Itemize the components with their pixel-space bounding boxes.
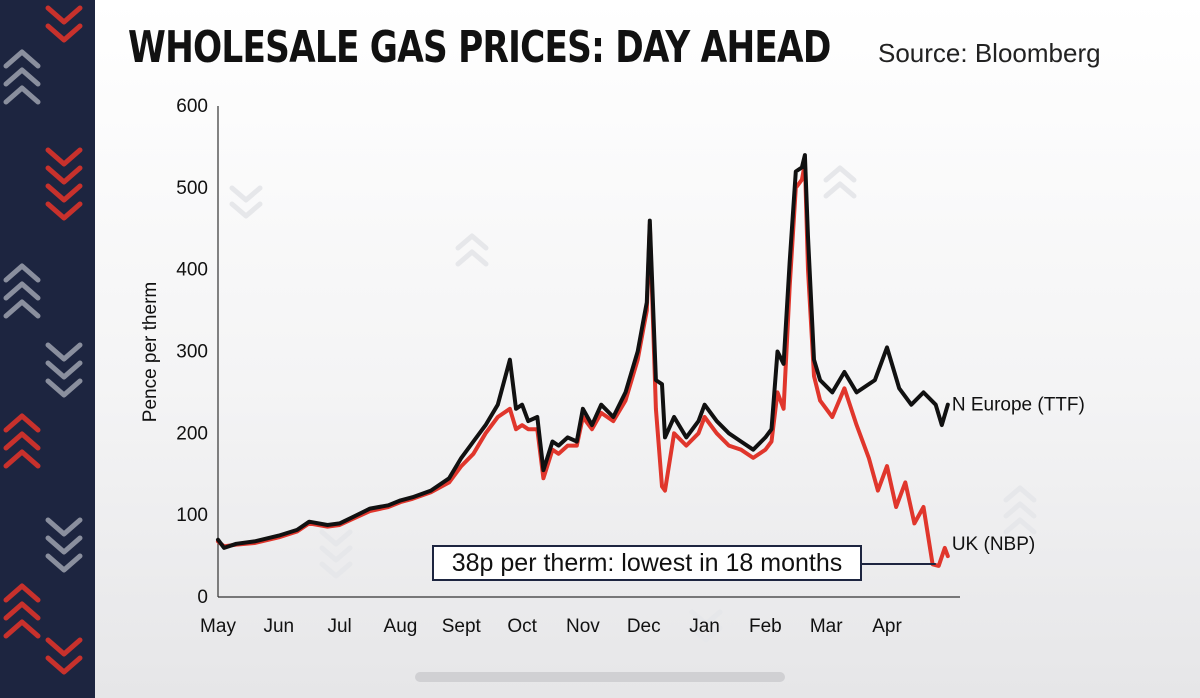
y-axis-label: Pence per therm [140, 282, 161, 422]
y-tick-label: 600 [176, 96, 208, 117]
y-tick-label: 300 [176, 342, 208, 363]
chevron-up-icon [3, 583, 41, 639]
series-label: N Europe (TTF) [952, 395, 1085, 416]
x-tick-label: Sept [442, 616, 482, 637]
chevron-up-icon [3, 263, 41, 319]
y-tick-label: 0 [197, 587, 208, 608]
x-tick-label: Jun [263, 616, 294, 637]
chevron-up-icon [3, 49, 41, 105]
home-indicator [415, 672, 785, 682]
callout-lowest-price: 38p per therm: lowest in 18 months [432, 545, 862, 581]
x-tick-label: Nov [566, 616, 600, 637]
chevron-down-icon [45, 342, 83, 398]
x-tick-label: Feb [749, 616, 782, 637]
y-tick-label: 500 [176, 178, 208, 199]
y-tick-label: 100 [176, 505, 208, 526]
x-tick-label: Apr [872, 616, 902, 637]
chevron-down-icon [45, 637, 83, 675]
chart-title: WHOLESALE GAS PRICES: DAY AHEAD [128, 22, 831, 73]
chevron-down-icon [45, 517, 83, 573]
x-tick-label: Jan [689, 616, 720, 637]
x-tick-label: Aug [384, 616, 418, 637]
chevron-down-icon [45, 5, 83, 43]
chevron-pattern-icon [3, 5, 83, 675]
y-tick-label: 400 [176, 260, 208, 281]
series-line-uk-nbp [216, 161, 950, 568]
background-chevrons [229, 165, 1037, 643]
series-line-n-europe-ttf [216, 153, 950, 550]
x-tick-label: Dec [627, 616, 661, 637]
x-tick-label: Jul [327, 616, 351, 637]
series-label: UK (NBP) [952, 534, 1035, 555]
x-tick-label: May [200, 616, 236, 637]
source-label: Source: Bloomberg [878, 38, 1101, 68]
chevron-up-icon [3, 413, 41, 469]
chevron-down-icon [45, 147, 83, 221]
y-tick-label: 200 [176, 423, 208, 444]
x-tick-label: Oct [507, 616, 537, 637]
x-tick-label: Mar [810, 616, 843, 637]
decorative-side-strip [0, 0, 95, 698]
